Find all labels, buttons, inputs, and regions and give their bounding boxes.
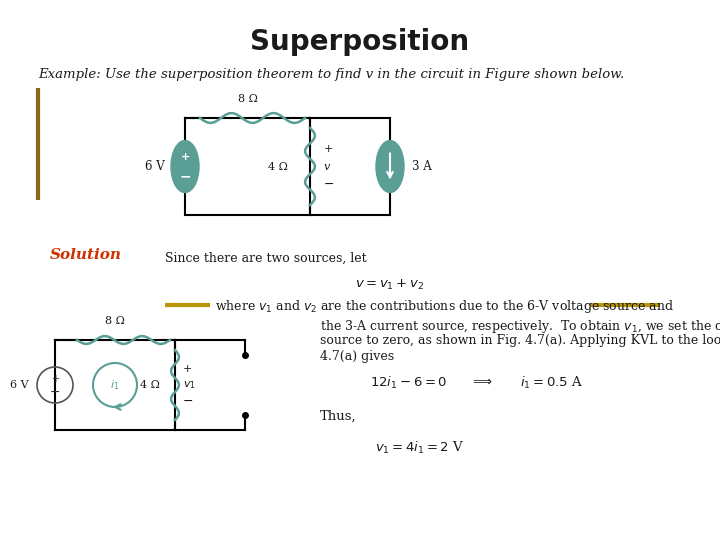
Text: Example: Use the superposition theorem to find v in the circuit in Figure shown : Example: Use the superposition theorem t… bbox=[38, 68, 624, 81]
Text: +: + bbox=[324, 144, 333, 153]
Text: Since there are two sources, let: Since there are two sources, let bbox=[165, 252, 366, 265]
Text: the 3-A current source, respectively.  To obtain $v_1$, we set the current: the 3-A current source, respectively. To… bbox=[320, 318, 720, 335]
Text: −: − bbox=[179, 170, 191, 184]
Text: $\Longrightarrow$: $\Longrightarrow$ bbox=[470, 375, 493, 388]
Ellipse shape bbox=[171, 140, 199, 192]
Text: $v_1$: $v_1$ bbox=[183, 379, 196, 391]
Ellipse shape bbox=[376, 140, 404, 192]
Text: $v = v_1 + v_2$: $v = v_1 + v_2$ bbox=[356, 278, 425, 292]
Text: $i_1$: $i_1$ bbox=[110, 378, 120, 392]
Text: 4 Ω: 4 Ω bbox=[268, 161, 288, 172]
Text: 3 A: 3 A bbox=[412, 160, 432, 173]
Text: Thus,: Thus, bbox=[320, 410, 356, 423]
Text: 4.7(a) gives: 4.7(a) gives bbox=[320, 350, 394, 363]
Text: source to zero, as shown in Fig. 4.7(a). Applying KVL to the loop in Fig.: source to zero, as shown in Fig. 4.7(a).… bbox=[320, 334, 720, 347]
Text: −: − bbox=[324, 178, 335, 191]
Text: Solution: Solution bbox=[50, 248, 122, 262]
Text: where $v_1$ and $v_2$ are the contributions due to the 6-V voltage source and: where $v_1$ and $v_2$ are the contributi… bbox=[215, 298, 674, 315]
Text: +: + bbox=[51, 374, 59, 384]
Text: $v_1 = 4i_1 = 2$ V: $v_1 = 4i_1 = 2$ V bbox=[375, 440, 464, 456]
Text: +: + bbox=[183, 364, 192, 374]
Text: 6 V: 6 V bbox=[10, 380, 29, 390]
Text: 6 V: 6 V bbox=[145, 160, 165, 173]
Text: Superposition: Superposition bbox=[251, 28, 469, 56]
Text: v: v bbox=[324, 161, 330, 172]
Text: 8 Ω: 8 Ω bbox=[105, 316, 125, 326]
Text: $i_1 = 0.5$ A: $i_1 = 0.5$ A bbox=[520, 375, 583, 391]
Text: $12i_1 - 6 = 0$: $12i_1 - 6 = 0$ bbox=[370, 375, 447, 391]
Text: −: − bbox=[183, 395, 194, 408]
Text: 8 Ω: 8 Ω bbox=[238, 94, 258, 104]
Text: 4 Ω: 4 Ω bbox=[140, 380, 160, 390]
Text: +: + bbox=[181, 152, 189, 161]
Text: −: − bbox=[50, 386, 60, 399]
